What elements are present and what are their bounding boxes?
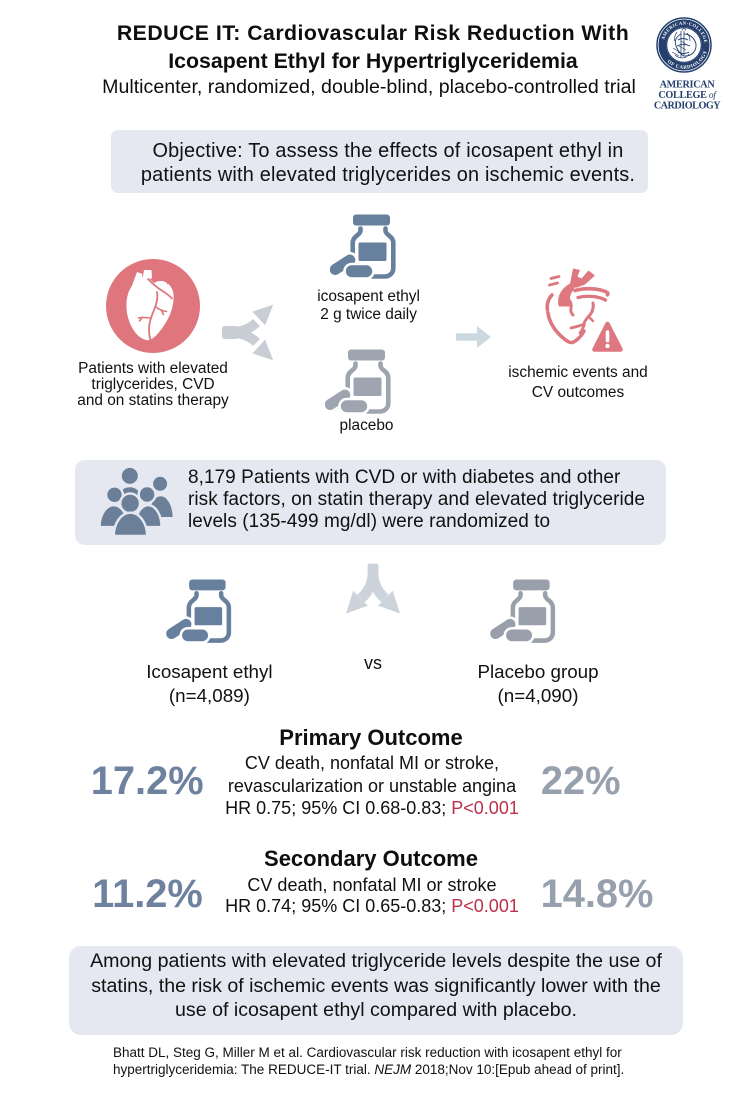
svg-text:COLLEGE of: COLLEGE of bbox=[658, 90, 717, 101]
svg-text:AMERICAN: AMERICAN bbox=[660, 80, 716, 91]
svg-text:CARDIOLOGY: CARDIOLOGY bbox=[654, 101, 721, 112]
